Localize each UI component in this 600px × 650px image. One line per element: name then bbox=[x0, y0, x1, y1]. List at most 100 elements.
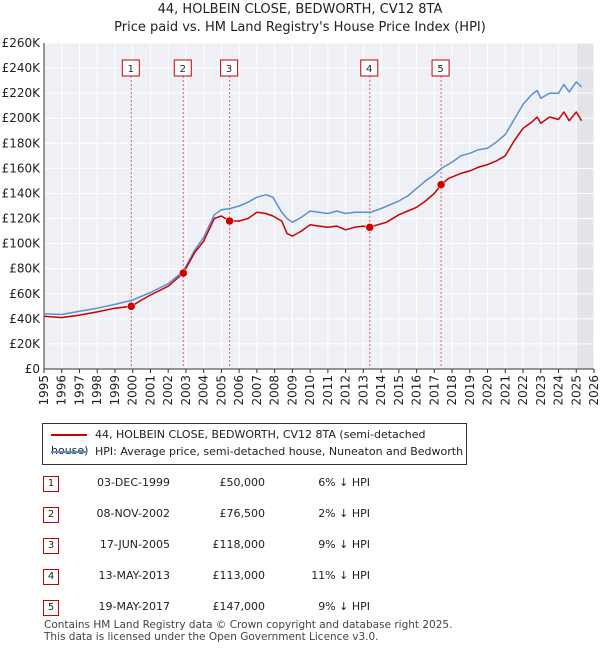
sale-marker-number: 1 bbox=[128, 64, 134, 75]
transaction-hpi-diff: 9% ↓ HPI bbox=[318, 538, 370, 551]
sale-point bbox=[436, 180, 446, 189]
sale-marker-number: 5 bbox=[437, 64, 443, 75]
x-tick-label: 1996 bbox=[55, 375, 69, 406]
transaction-number-badge: 5 bbox=[43, 600, 59, 616]
x-tick-label: 2003 bbox=[179, 375, 193, 406]
x-tick-label: 1997 bbox=[72, 375, 86, 406]
sale-point bbox=[365, 223, 374, 232]
sale-marker-box bbox=[220, 59, 239, 77]
y-tick-label: £80K bbox=[9, 262, 41, 276]
y-tick-label: £120K bbox=[2, 212, 42, 226]
series-line-property bbox=[43, 111, 583, 319]
transaction-number-badge: 1 bbox=[43, 476, 59, 492]
forecast-region bbox=[576, 43, 594, 369]
x-tick-label: 2011 bbox=[321, 375, 335, 406]
x-tick-label: 2001 bbox=[143, 375, 157, 406]
sale-point bbox=[127, 302, 136, 311]
y-tick-label: £100K bbox=[2, 237, 42, 251]
transaction-price: £113,000 bbox=[212, 569, 266, 582]
series-line-hpi bbox=[43, 81, 583, 316]
sale-marker-label: 5 bbox=[431, 59, 450, 77]
x-tick-label: 2002 bbox=[161, 375, 175, 406]
transaction-row: 1 03-DEC-1999 £50,000 6% ↓ HPI bbox=[0, 473, 600, 493]
x-tick-label: 2009 bbox=[285, 375, 299, 406]
sale-marker-box bbox=[360, 59, 379, 77]
x-tick-label: 2021 bbox=[498, 375, 512, 406]
transaction-hpi-diff: 11% ↓ HPI bbox=[311, 569, 370, 582]
x-tick-label: 1999 bbox=[108, 375, 122, 406]
x-tick-label: 2013 bbox=[356, 375, 370, 406]
sale-marker-number: 3 bbox=[226, 64, 232, 75]
x-tick-label: 2025 bbox=[569, 375, 583, 406]
x-tick-label: 2018 bbox=[445, 375, 459, 406]
x-tick-label: 2026 bbox=[587, 375, 600, 406]
x-tick-label: 2020 bbox=[481, 375, 495, 406]
transaction-hpi-diff: 2% ↓ HPI bbox=[318, 507, 370, 520]
x-tick-label: 2012 bbox=[339, 375, 353, 406]
x-tick-label: 2005 bbox=[214, 375, 228, 406]
x-tick-label: 2019 bbox=[463, 375, 477, 406]
transaction-row: 5 19-MAY-2017 £147,000 9% ↓ HPI bbox=[0, 597, 600, 617]
legend-swatch-property bbox=[51, 434, 87, 436]
x-tick-label: 1998 bbox=[90, 375, 104, 406]
transaction-date: 19-MAY-2017 bbox=[98, 600, 170, 613]
transaction-hpi-diff: 6% ↓ HPI bbox=[318, 476, 370, 489]
y-tick-label: £260K bbox=[2, 36, 42, 50]
transaction-hpi-diff: 9% ↓ HPI bbox=[318, 600, 370, 613]
transaction-price: £147,000 bbox=[212, 600, 266, 613]
legend-label-hpi: HPI: Average price, semi-detached house,… bbox=[95, 445, 464, 458]
price-chart: £0 £20K £40K £60K £80K £100K £120K £140K £160K £1… bbox=[2, 36, 600, 406]
chart-subtitle: Price paid vs. HM Land Registry's House … bbox=[114, 20, 486, 35]
legend-label-property: 44, HOLBEIN CLOSE, BEDWORTH, CV12 8TA (s… bbox=[51, 428, 426, 457]
footer-license: This data is licensed under the Open Gov… bbox=[44, 631, 379, 643]
transaction-date: 13-MAY-2013 bbox=[98, 569, 170, 582]
transaction-row: 3 17-JUN-2005 £118,000 9% ↓ HPI bbox=[0, 535, 600, 555]
transaction-number-badge: 3 bbox=[43, 538, 59, 554]
sale-marker-label: 4 bbox=[360, 59, 379, 77]
sale-marker-label: 2 bbox=[173, 59, 192, 77]
transaction-date: 03-DEC-1999 bbox=[96, 476, 170, 489]
y-tick-label: £20K bbox=[9, 337, 41, 351]
x-tick-label: 2023 bbox=[534, 375, 548, 406]
transaction-price: £50,000 bbox=[219, 476, 266, 489]
transaction-row: 4 13-MAY-2013 £113,000 11% ↓ HPI bbox=[0, 566, 600, 586]
x-tick-label: 2017 bbox=[427, 375, 441, 406]
chart-title: 44, HOLBEIN CLOSE, BEDWORTH, CV12 8TA bbox=[157, 2, 443, 17]
x-tick-label: 2004 bbox=[197, 375, 211, 406]
sale-marker-label: 1 bbox=[121, 59, 140, 77]
transaction-number-badge: 4 bbox=[43, 569, 59, 585]
legend-swatch-hpi bbox=[51, 451, 87, 453]
sale-marker-number: 4 bbox=[366, 64, 372, 75]
transaction-date: 08-NOV-2002 bbox=[96, 507, 170, 520]
x-tick-label: 2016 bbox=[410, 375, 424, 406]
transaction-number-badge: 2 bbox=[43, 507, 59, 523]
x-tick-label: 2022 bbox=[516, 375, 530, 406]
x-tick-label: 1995 bbox=[37, 375, 51, 406]
y-tick-label: £180K bbox=[2, 136, 42, 150]
sale-marker-box bbox=[431, 59, 450, 77]
legend-item-hpi: HPI: Average price, semi-detached house,… bbox=[51, 444, 463, 460]
sale-point bbox=[179, 268, 188, 278]
x-tick-label: 2007 bbox=[250, 375, 264, 406]
transaction-row: 2 08-NOV-2002 £76,500 2% ↓ HPI bbox=[0, 504, 600, 524]
y-tick-label: £60K bbox=[9, 287, 41, 301]
y-tick-label: £160K bbox=[2, 161, 42, 175]
y-tick-label: £40K bbox=[9, 312, 41, 326]
sale-marker-box bbox=[121, 59, 140, 77]
transaction-price: £76,500 bbox=[219, 507, 266, 520]
x-tick-label: 2000 bbox=[126, 375, 140, 406]
legend-item-property: 44, HOLBEIN CLOSE, BEDWORTH, CV12 8TA (s… bbox=[51, 427, 466, 457]
x-tick-label: 2014 bbox=[374, 375, 388, 406]
y-tick-label: £220K bbox=[2, 86, 42, 100]
transaction-price: £118,000 bbox=[212, 538, 266, 551]
x-tick-label: 2006 bbox=[232, 375, 246, 406]
y-tick-label: £200K bbox=[2, 111, 42, 125]
x-tick-label: 2015 bbox=[392, 375, 406, 406]
legend: 44, HOLBEIN CLOSE, BEDWORTH, CV12 8TA (s… bbox=[42, 423, 467, 465]
transaction-date: 17-JUN-2005 bbox=[99, 538, 170, 551]
sale-marker-label: 3 bbox=[220, 59, 239, 77]
plot-area bbox=[44, 43, 594, 369]
y-tick-label: £240K bbox=[2, 61, 42, 75]
x-tick-label: 2008 bbox=[268, 375, 282, 406]
sale-marker-box bbox=[173, 59, 192, 77]
